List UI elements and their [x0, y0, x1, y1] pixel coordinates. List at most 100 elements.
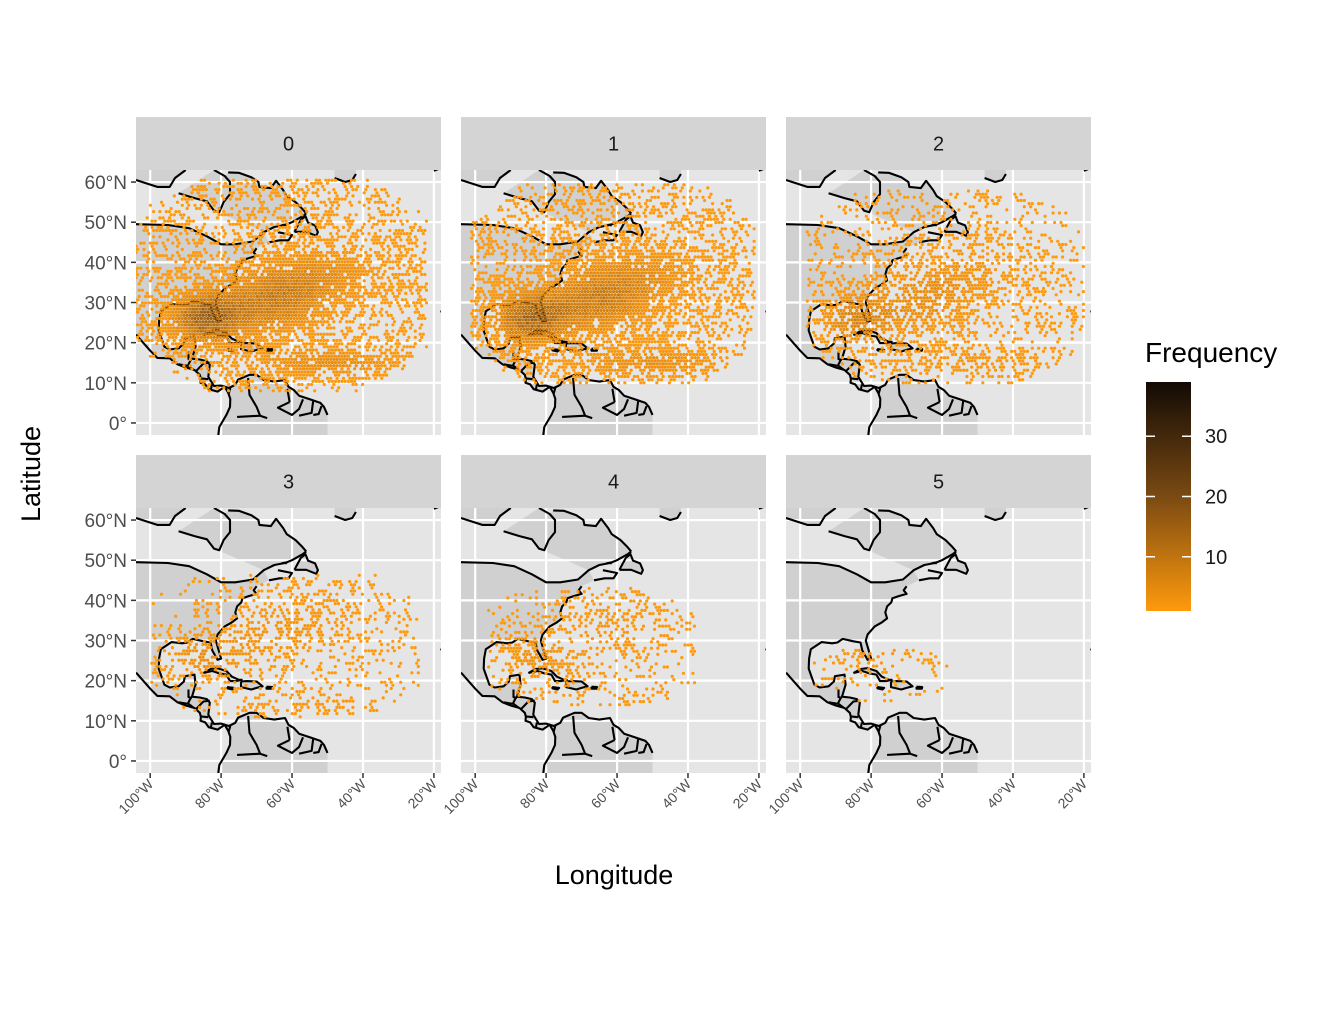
hex-bin	[326, 289, 329, 292]
hex-bin	[536, 284, 539, 287]
hex-bin	[249, 333, 252, 336]
hex-bin	[213, 311, 216, 314]
hex-bin	[307, 232, 310, 235]
hex-bin	[146, 336, 149, 339]
hex-bin	[380, 257, 383, 260]
hex-bin	[668, 312, 671, 315]
hex-bin	[694, 293, 697, 296]
hex-bin	[211, 276, 214, 279]
hex-bin	[286, 361, 289, 364]
hex-bin	[520, 303, 523, 306]
hex-bin	[243, 245, 246, 248]
hex-bin	[158, 317, 161, 320]
hex-bin	[222, 317, 225, 320]
hex-bin	[510, 334, 513, 337]
hex-bin	[396, 364, 399, 367]
hex-bin	[383, 295, 386, 298]
hex-bin	[171, 336, 174, 339]
hex-bin	[214, 295, 217, 298]
hex-bin	[313, 270, 316, 273]
hex-bin	[735, 344, 738, 347]
hex-bin	[574, 322, 577, 325]
hex-bin	[622, 359, 625, 362]
hex-bin	[572, 337, 575, 340]
hex-bin	[532, 322, 535, 325]
hex-bin	[217, 364, 220, 367]
hex-bin	[331, 292, 334, 295]
hex-bin	[257, 279, 260, 282]
hex-bin	[214, 314, 217, 317]
hex-bin	[339, 320, 342, 323]
hex-bin	[162, 330, 165, 333]
hex-bin	[141, 320, 144, 323]
hex-bin	[574, 284, 577, 287]
hex-bin	[633, 300, 636, 303]
hex-bin	[283, 260, 286, 263]
hex-bin	[399, 326, 402, 329]
hex-bin	[491, 334, 494, 337]
hex-bin	[261, 330, 264, 333]
hex-bin	[414, 311, 417, 314]
hex-bin	[280, 330, 283, 333]
hex-bin	[351, 270, 354, 273]
hex-bin	[590, 290, 593, 293]
hex-bin	[650, 296, 653, 299]
hex-bin	[475, 309, 478, 312]
hex-bin	[548, 334, 551, 337]
hex-bin	[222, 229, 225, 232]
hex-bin	[297, 377, 300, 380]
hex-bin	[518, 356, 521, 359]
hex-bin	[689, 366, 692, 369]
hex-bin	[544, 312, 547, 315]
hex-bin	[157, 276, 160, 279]
hex-bin	[601, 293, 604, 296]
hex-bin	[166, 270, 169, 273]
hex-bin	[536, 366, 539, 369]
hex-bin	[403, 264, 406, 267]
hex-bin	[192, 314, 195, 317]
hex-bin	[308, 367, 311, 370]
hex-bin	[222, 348, 225, 351]
hex-bin	[369, 342, 372, 345]
hex-bin	[166, 282, 169, 285]
hex-bin	[587, 353, 590, 356]
hex-bin	[221, 295, 224, 298]
hex-bin	[197, 330, 200, 333]
hex-bin	[476, 337, 479, 340]
hex-bin	[209, 254, 212, 257]
hex-bin	[534, 337, 537, 340]
hex-bin	[284, 226, 287, 229]
hex-bin	[708, 366, 711, 369]
hex-bin	[639, 325, 642, 328]
hex-bin	[580, 322, 583, 325]
hex-bin	[280, 254, 283, 257]
hex-bin	[307, 320, 310, 323]
hex-bin	[511, 312, 514, 315]
hex-bin	[574, 315, 577, 318]
hex-bin	[281, 314, 284, 317]
hex-bin	[332, 245, 335, 248]
hex-bin	[205, 364, 208, 367]
hex-bin	[358, 282, 361, 285]
hex-bin	[377, 270, 380, 273]
hex-bin	[391, 330, 394, 333]
hex-bin	[184, 367, 187, 370]
hex-bin	[299, 317, 302, 320]
hex-bin	[179, 339, 182, 342]
hex-bin	[219, 342, 222, 345]
hex-bin	[383, 358, 386, 361]
hex-bin	[246, 345, 249, 348]
hex-bin	[205, 251, 208, 254]
hex-bin	[603, 372, 606, 375]
hex-bin	[415, 238, 418, 241]
hex-bin	[284, 232, 287, 235]
hex-bin	[233, 295, 236, 298]
hex-bin	[524, 300, 527, 303]
hex-bin	[261, 260, 264, 263]
hex-bin	[355, 295, 358, 298]
hex-bin	[375, 242, 378, 245]
hex-bin	[684, 306, 687, 309]
hex-bin	[673, 303, 676, 306]
hex-bin	[396, 339, 399, 342]
hex-bin	[261, 374, 264, 377]
